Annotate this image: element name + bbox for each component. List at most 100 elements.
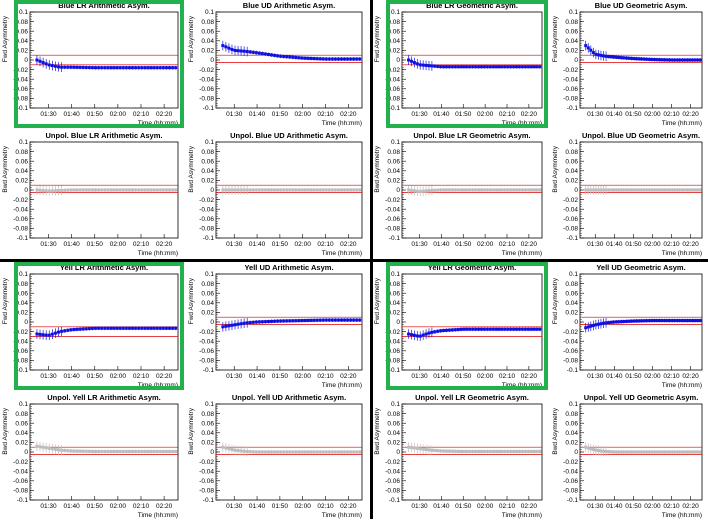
x-tick-label: 02:00 [644,241,661,248]
y-tick-label: -0.04 [385,338,400,345]
data-point [500,188,504,192]
y-tick-label: 0.04 [201,430,214,437]
y-tick-label: 0.08 [201,411,214,418]
y-tick-label: 0.02 [387,48,400,55]
data-point [242,449,246,453]
data-point [520,65,524,69]
data-point [599,322,603,326]
data-point [312,318,316,322]
data-point [474,188,478,192]
data-point [131,326,135,330]
data-point [418,63,422,67]
data-point [118,66,122,70]
data-point [696,450,700,454]
data-point [168,188,172,192]
data-point [421,333,425,337]
x-tick-label: 02:20 [682,503,699,510]
data-point [44,62,48,66]
data-point [607,55,611,59]
data-point [112,326,116,330]
data-point [97,66,101,70]
x-tick-label: 01:40 [63,503,80,510]
data-point [168,450,172,454]
data-point [339,57,343,61]
data-point [81,449,85,453]
y-tick-label: 0.08 [387,411,400,418]
data-point [503,188,507,192]
x-tick-label: 02:00 [477,373,494,380]
data-point [680,58,684,62]
data-point [140,188,144,192]
data-point [312,450,316,454]
y-tick-label: 0.06 [201,28,214,35]
data-point [459,188,463,192]
data-point [485,327,489,331]
y-tick-label: -0.04 [199,468,214,475]
data-point [632,188,636,192]
data-point [131,450,135,454]
data-point [594,188,598,192]
data-point [339,318,343,322]
data-point [693,188,697,192]
data-point [430,188,434,192]
y-tick-label: -0.06 [13,348,28,355]
y-tick-label: -0.1 [203,497,215,504]
data-point [260,188,264,192]
data-point [224,446,228,450]
y-tick-label: 0.08 [15,411,28,418]
data-point [447,328,451,332]
x-tick-label: 01:50 [455,241,472,248]
y-tick-label: 0 [574,187,578,194]
data-point [647,57,651,61]
x-tick-label: 01:40 [433,241,450,248]
y-tick-label: 0 [396,449,400,456]
data-point [75,449,79,453]
data-point [41,333,45,337]
y-tick-label: 0.06 [15,290,28,297]
data-point [657,319,661,323]
data-point [285,450,289,454]
data-point [327,450,331,454]
data-point [84,188,88,192]
data-point [66,328,70,332]
y-tick-label: 0.04 [565,300,578,307]
x-tick-label: 02:00 [110,241,127,248]
data-point [607,188,611,192]
data-point [161,450,165,454]
y-tick-label: 0.06 [387,290,400,297]
y-tick-label: -0.02 [199,329,214,336]
data-point [251,450,255,454]
y-tick-label: -0.04 [563,76,578,83]
data-point [491,327,495,331]
data-point [680,450,684,454]
data-point [124,66,128,70]
data-point [680,319,684,323]
data-point [97,188,101,192]
data-point [514,450,518,454]
data-point [137,188,141,192]
data-point [103,326,107,330]
x-tick-label: 01:30 [40,241,57,248]
data-point [477,450,481,454]
y-tick-label: -0.04 [199,76,214,83]
data-point [266,320,270,324]
data-point [690,319,694,323]
x-axis-label: Time (hh:mm) [502,250,542,257]
y-tick-label: -0.1 [203,105,215,112]
y-tick-label: -0.08 [563,488,578,495]
data-point [474,327,478,331]
chart-svg: Unpol. Blue LR Geometric Asym. 0.1 0.08 0.0… [374,131,543,257]
data-point [358,188,362,192]
x-axis-label: Time (hh:mm) [662,382,702,389]
data-point [660,319,664,323]
y-tick-label: 0 [210,57,214,64]
data-point [282,188,286,192]
y-tick-label: 0.08 [15,149,28,156]
data-point [124,450,128,454]
data-point [655,319,659,323]
data-point [619,188,623,192]
y-tick-label: 0 [396,187,400,194]
data-point [520,188,524,192]
y-tick-label: 0.08 [565,411,578,418]
y-tick-label: 0.02 [387,440,400,447]
